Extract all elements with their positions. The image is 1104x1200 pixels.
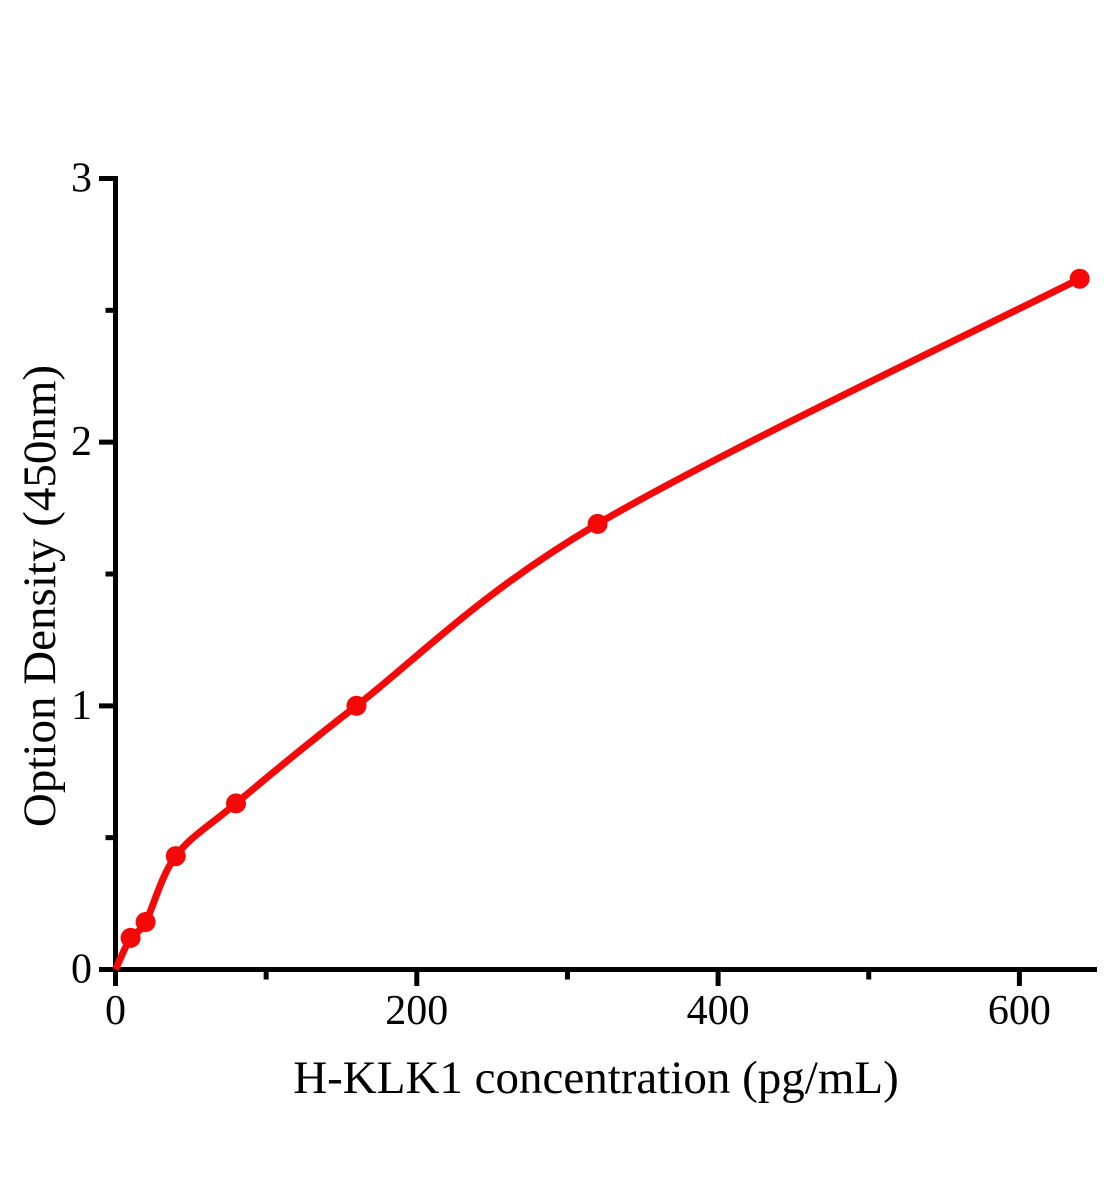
fit-curve [112, 275, 1082, 971]
y-tick-label: 3 [71, 155, 92, 201]
plot-layer [112, 268, 1090, 971]
data-point [165, 846, 186, 867]
x-tick-label: 600 [988, 988, 1051, 1034]
y-tick-label: 1 [71, 683, 92, 729]
x-tick-label: 0 [105, 988, 126, 1034]
y-axis-title: Option Density (450nm) [14, 365, 66, 827]
data-point [1069, 268, 1090, 289]
data-point [120, 927, 141, 948]
x-tick-label: 200 [385, 988, 448, 1034]
y-tick-label: 2 [71, 419, 92, 465]
y-tick-label: 0 [71, 947, 92, 993]
x-axis-title: H-KLK1 concentration (pg/mL) [293, 1052, 899, 1104]
data-point [587, 513, 608, 534]
tick-label-layer: 0 200 400 600 0 1 2 3 [71, 155, 1051, 1034]
data-point [135, 912, 156, 932]
data-point [226, 793, 246, 814]
x-tick-label: 400 [687, 988, 750, 1034]
data-point [346, 695, 367, 716]
axes-layer [99, 175, 1097, 986]
